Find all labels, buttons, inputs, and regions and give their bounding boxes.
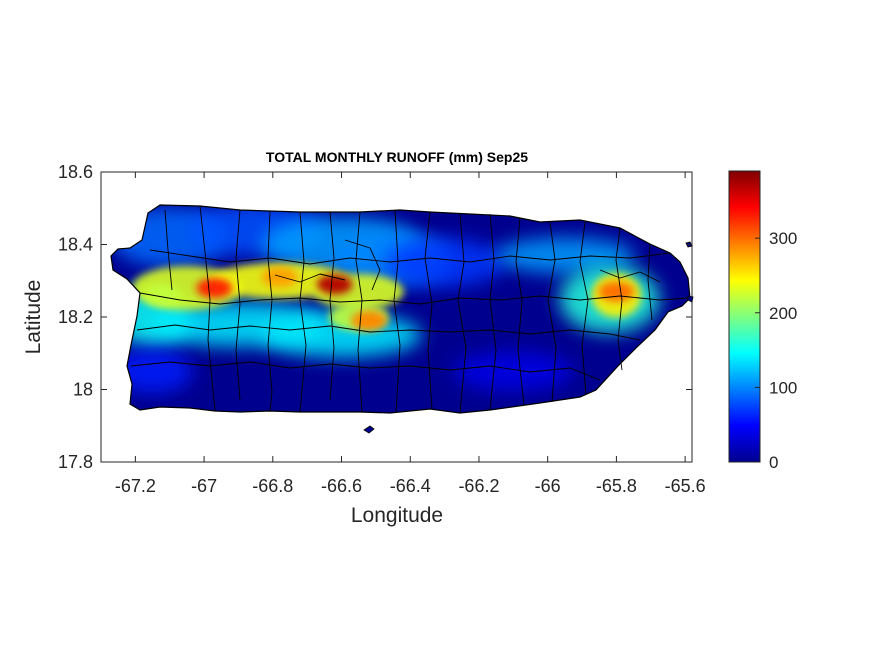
runoff-field-11	[112, 349, 193, 394]
y-axis-label: Latitude	[22, 280, 45, 355]
x-tick-label: -67.2	[115, 476, 156, 496]
runoff-hotspot-3	[351, 310, 388, 331]
runoff-hotspot-2	[261, 267, 298, 288]
y-tick-label: 18.4	[58, 235, 93, 255]
y-tick-label: 18	[73, 380, 93, 400]
islet-south	[363, 425, 375, 434]
colorbar: 0 100 200 300	[728, 170, 797, 472]
colorbar-tick-label: 0	[769, 453, 778, 472]
runoff-field-10	[453, 351, 574, 392]
x-tick-label: -66.4	[390, 476, 431, 496]
x-tick-label: -66.8	[252, 476, 293, 496]
x-axis-ticks: -67.2 -67 -66.8 -66.6 -66.4 -66.2 -66 -65.8 -65.…	[115, 172, 706, 496]
y-tick-label: 18.6	[58, 162, 93, 182]
y-axis-ticks: 17.8 18 18.2 18.4 18.6	[58, 162, 692, 472]
colorbar-tick-label: 100	[769, 378, 797, 397]
islet-east-2	[687, 295, 694, 303]
x-tick-label: -65.6	[665, 476, 706, 496]
runoff-hotspot-4	[598, 281, 635, 302]
runoff-hotspot-0	[196, 278, 233, 298]
colorbar-ticks: 0 100 200 300	[755, 229, 797, 472]
x-axis-label: Longitude	[351, 504, 443, 527]
y-tick-label: 18.2	[58, 307, 93, 327]
x-tick-label: -66.6	[321, 476, 362, 496]
x-tick-label: -65.8	[596, 476, 637, 496]
colorbar-tick-label: 300	[769, 229, 797, 248]
chart-title: TOTAL MONTHLY RUNOFF (mm) Sep25	[266, 149, 528, 165]
y-tick-label: 17.8	[58, 452, 93, 472]
x-tick-label: -67	[191, 476, 217, 496]
runoff-field-7	[384, 238, 505, 287]
runoff-field-8	[494, 237, 635, 274]
runoff-hotspot-5	[144, 285, 181, 306]
municipality-boundaries	[130, 205, 689, 414]
x-tick-label: -66.2	[458, 476, 499, 496]
colorbar-gradient	[728, 170, 761, 463]
x-tick-label: -66	[535, 476, 561, 496]
colorbar-tick-label: 200	[769, 304, 797, 323]
